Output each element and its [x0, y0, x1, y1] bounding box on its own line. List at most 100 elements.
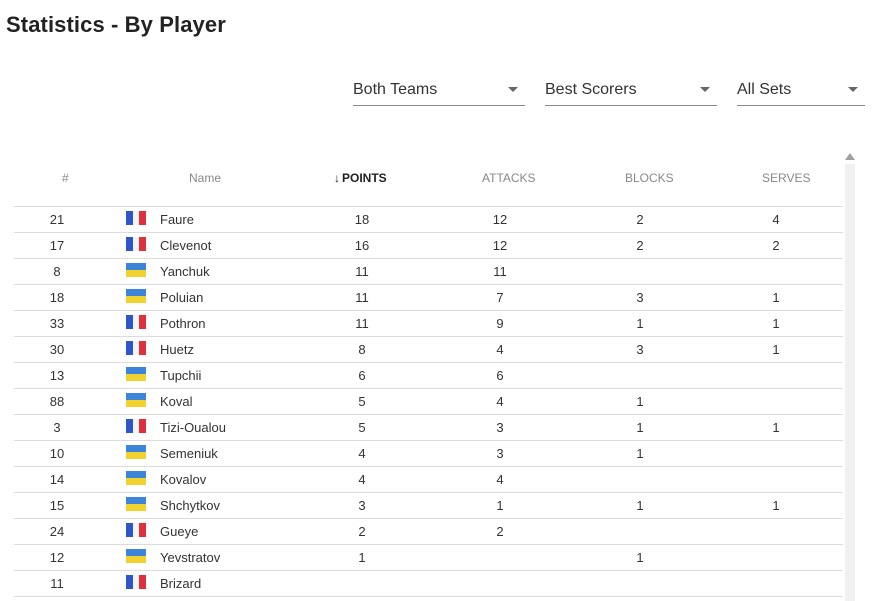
player-serves: 1 — [772, 498, 780, 513]
player-attacks: 4 — [496, 472, 504, 487]
player-name: Gueye — [160, 524, 199, 539]
table-row[interactable]: 88 Koval 5 4 1 — [14, 389, 843, 415]
sort-arrow-down-icon: ↓ — [334, 171, 340, 185]
ukraine-flag — [126, 263, 146, 277]
table-header: # Name ↓ POINTS ATTACKS BLOCKS SERVES — [14, 150, 843, 207]
player-blocks: 1 — [636, 420, 644, 435]
ukraine-flag — [126, 497, 146, 511]
player-attacks: 4 — [496, 394, 504, 409]
player-serves: 4 — [772, 212, 780, 227]
table-row[interactable]: 30 Huetz 8 4 3 1 — [14, 337, 843, 363]
player-serves: 1 — [772, 316, 780, 331]
ukraine-flag — [126, 367, 146, 381]
category-select[interactable]: Best Scorers — [545, 78, 717, 106]
player-number: 13 — [49, 368, 65, 383]
player-number: 24 — [49, 524, 65, 539]
player-number: 12 — [49, 550, 65, 565]
player-points: 11 — [355, 264, 369, 279]
table-row[interactable]: 8 Yanchuk 11 11 — [14, 259, 843, 285]
sets-select-value: All Sets — [737, 81, 792, 98]
header-number[interactable]: # — [62, 171, 69, 185]
table-body: 21 Faure 18 12 2 4 17 Clevenot 16 12 2 2 8 Yanchuk 11 1… — [14, 207, 843, 597]
player-blocks: 1 — [636, 446, 644, 461]
player-blocks: 2 — [636, 238, 644, 253]
player-number: 10 — [49, 446, 65, 461]
ukraine-flag — [126, 289, 146, 303]
player-number: 30 — [49, 342, 65, 357]
player-blocks: 3 — [636, 342, 644, 357]
player-number: 11 — [50, 576, 64, 591]
table-row[interactable]: 21 Faure 18 12 2 4 — [14, 207, 843, 233]
player-points: 5 — [358, 420, 366, 435]
france-flag — [126, 341, 147, 355]
header-points[interactable]: ↓ POINTS — [334, 171, 387, 185]
category-select-value: Best Scorers — [545, 81, 637, 98]
france-flag — [126, 315, 147, 329]
player-name: Shchytkov — [160, 498, 220, 513]
header-name[interactable]: Name — [189, 171, 222, 185]
table-scrollbar[interactable] — [843, 150, 857, 601]
player-number: 17 — [49, 238, 65, 253]
player-attacks: 3 — [496, 420, 504, 435]
table-row[interactable]: 15 Shchytkov 3 1 1 1 — [14, 493, 843, 519]
player-points: 5 — [358, 394, 366, 409]
player-name: Kovalov — [160, 472, 207, 487]
table-row[interactable]: 10 Semeniuk 4 3 1 — [14, 441, 843, 467]
player-name: Clevenot — [160, 238, 212, 253]
player-blocks: 3 — [636, 290, 644, 305]
table-row[interactable]: 12 Yevstratov 1 1 — [14, 545, 843, 571]
player-number: 33 — [49, 316, 65, 331]
player-serves: 1 — [772, 290, 780, 305]
header-attacks[interactable]: ATTACKS — [482, 171, 536, 185]
player-points: 3 — [358, 498, 366, 513]
table-row[interactable]: 18 Poluian 11 7 3 1 — [14, 285, 843, 311]
player-points: 4 — [358, 446, 366, 461]
player-number: 21 — [49, 212, 65, 227]
france-flag — [126, 237, 147, 251]
team-select[interactable]: Both Teams — [353, 78, 525, 106]
ukraine-flag — [126, 471, 146, 485]
page-title: Statistics - By Player — [6, 12, 226, 37]
france-flag — [126, 419, 147, 433]
france-flag — [126, 211, 147, 225]
player-points: 2 — [358, 524, 366, 539]
player-points: 16 — [354, 238, 370, 253]
player-name: Koval — [160, 394, 193, 409]
player-name: Tupchii — [160, 368, 202, 383]
player-number: 14 — [49, 472, 65, 487]
player-serves: 2 — [772, 238, 780, 253]
player-attacks: 12 — [492, 238, 508, 253]
player-number: 18 — [49, 290, 65, 305]
table-row[interactable]: 11 Brizard — [14, 571, 843, 597]
header-blocks[interactable]: BLOCKS — [625, 171, 674, 185]
player-name: Pothron — [160, 316, 206, 331]
player-points: 8 — [358, 342, 366, 357]
player-stats-table: # Name ↓ POINTS ATTACKS BLOCKS SERVES 21 F… — [14, 150, 843, 597]
filters-bar: Both Teams Best Scorers All Sets — [0, 78, 872, 108]
player-points: 11 — [355, 316, 369, 331]
player-attacks: 12 — [492, 212, 508, 227]
player-attacks: 11 — [493, 264, 507, 279]
table-row[interactable]: 14 Kovalov 4 4 — [14, 467, 843, 493]
table-row[interactable]: 24 Gueye 2 2 — [14, 519, 843, 545]
player-points: 6 — [358, 368, 366, 383]
player-attacks: 9 — [496, 316, 504, 331]
team-select-value: Both Teams — [353, 81, 438, 98]
table-row[interactable]: 17 Clevenot 16 12 2 2 — [14, 233, 843, 259]
player-blocks: 1 — [636, 550, 644, 565]
scroll-up-icon[interactable] — [845, 153, 855, 160]
table-row[interactable]: 3 Tizi-Oualou 5 3 1 1 — [14, 415, 843, 441]
player-blocks: 1 — [636, 316, 644, 331]
player-points: 1 — [358, 550, 366, 565]
player-name: Faure — [160, 212, 194, 227]
ukraine-flag — [126, 549, 146, 563]
player-attacks: 2 — [496, 524, 504, 539]
player-blocks: 1 — [636, 394, 644, 409]
header-serves[interactable]: SERVES — [762, 171, 811, 185]
table-row[interactable]: 33 Pothron 11 9 1 1 — [14, 311, 843, 337]
player-number: 88 — [49, 394, 65, 409]
scrollbar-track[interactable] — [845, 164, 855, 601]
player-name: Yevstratov — [160, 550, 221, 565]
table-row[interactable]: 13 Tupchii 6 6 — [14, 363, 843, 389]
sets-select[interactable]: All Sets — [737, 78, 865, 106]
